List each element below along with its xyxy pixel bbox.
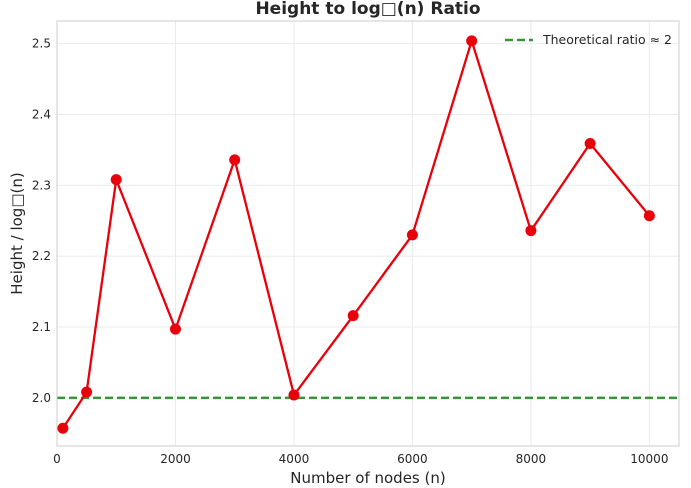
x-tick-label: 2000 [160,452,191,466]
y-tick-label: 2.0 [32,391,51,405]
legend-label: Theoretical ratio ≈ 2 [542,32,672,47]
data-point [110,174,122,186]
x-tick-label: 0 [53,452,61,466]
x-axis-title: Number of nodes (n) [290,469,445,487]
y-tick-label: 2.4 [32,108,51,122]
x-tick-label: 4000 [279,452,310,466]
y-tick-label: 2.1 [32,320,51,334]
series-group [57,35,655,434]
data-point [288,389,300,401]
plot-area [57,21,679,446]
y-tick-label: 2.3 [32,178,51,192]
data-point [169,323,181,335]
series-line [61,39,651,429]
y-tick-label: 2.5 [32,37,51,51]
plot-frame [56,20,680,447]
data-point [466,35,478,47]
x-axis-ticks: 0 2000 4000 6000 8000 10000 [53,452,668,466]
data-point [584,138,596,150]
legend: Theoretical ratio ≈ 2 [505,32,672,47]
data-point [81,386,93,398]
data-point [525,225,537,237]
x-tick-label: 6000 [397,452,428,466]
chart-title: Height to log□(n) Ratio [255,0,480,19]
y-axis-ticks: 2.0 2.1 2.2 2.3 2.4 2.5 [32,37,51,405]
x-tick-label: 10000 [630,452,668,466]
data-point [229,154,241,166]
y-axis-title: Height / log□(n) [8,172,26,294]
y-tick-label: 2.2 [32,249,51,263]
data-point [643,210,655,222]
x-tick-label: 8000 [516,452,547,466]
data-point [406,229,418,241]
data-point [347,310,359,322]
data-point [57,422,69,434]
